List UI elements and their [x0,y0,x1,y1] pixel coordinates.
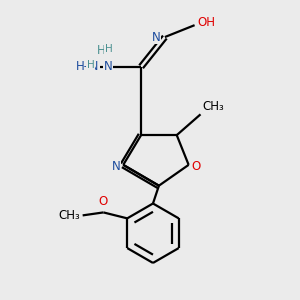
Text: N: N [152,31,161,44]
Text: CH₃: CH₃ [202,100,224,113]
Text: O: O [99,195,108,208]
Text: H: H [87,60,94,70]
Text: H: H [104,44,112,54]
Text: N: N [112,160,120,173]
Text: OH: OH [198,16,216,29]
Text: H: H [97,44,105,57]
Text: H–N: H–N [76,60,100,73]
Text: N: N [104,60,113,73]
Text: CH₃: CH₃ [58,209,80,222]
Text: O: O [192,160,201,173]
